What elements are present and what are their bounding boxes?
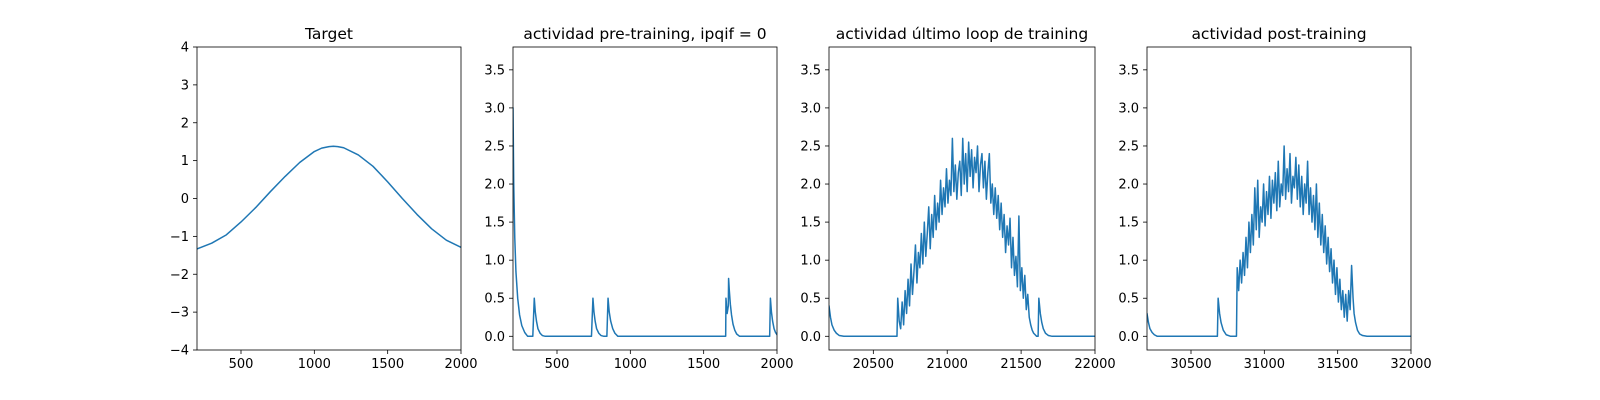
y-tick-label: 1	[181, 154, 189, 169]
x-tick-label: 31500	[1317, 357, 1358, 372]
y-tick-label: 0.0	[1118, 330, 1139, 345]
y-tick-label: 3	[181, 78, 189, 93]
y-tick-label: 1.0	[1118, 254, 1139, 269]
x-tick-label: 21000	[927, 357, 968, 372]
axes-frame	[828, 46, 1096, 351]
x-tick-label: 1000	[298, 357, 331, 372]
y-tick-label: 2.5	[800, 139, 821, 154]
x-tick-label: 2000	[760, 357, 793, 372]
series-line	[829, 137, 1095, 338]
axes-frame	[1146, 46, 1412, 351]
y-tick-label: 0.5	[1118, 292, 1139, 307]
y-tick-label: −2	[170, 268, 189, 283]
y-tick-label: 4	[181, 41, 189, 56]
axes-frame	[196, 46, 462, 351]
x-tick-label: 500	[229, 357, 254, 372]
y-tick-label: 0.5	[800, 292, 821, 307]
chart-panel-4: 30500 31000 31500 32000 0.0 0.5 1.0 1.5 2.0 2.5 3.…	[1118, 25, 1431, 372]
y-tick-label: 0.5	[484, 292, 505, 307]
y-tick-label: 2	[181, 116, 189, 131]
x-tick-label: 1500	[371, 357, 404, 372]
y-tick-label: 3.0	[484, 101, 505, 116]
series-line	[513, 107, 777, 338]
x-tick-label: 1500	[687, 357, 720, 372]
y-tick-label: 0.0	[484, 330, 505, 345]
x-tick-label: 2000	[444, 357, 477, 372]
y-tick-label: 1.5	[484, 216, 505, 231]
chart-panel-1: 500 1000 1500 2000 −4 −3 −2 −1 0 1 2 3 4 Target	[170, 25, 478, 372]
y-tick-label: 3.5	[800, 63, 821, 78]
y-tick-label: 2.5	[1118, 139, 1139, 154]
y-tick-label: 1.5	[1118, 216, 1139, 231]
chart-panel-2: 500 1000 1500 2000 0.0 0.5 1.0 1.5 2.0 2.5 3.0 3.5 a…	[484, 25, 793, 372]
x-tick-label: 21500	[1000, 357, 1041, 372]
y-tick-label: −4	[170, 344, 189, 359]
chart-title: actividad post-training	[1191, 25, 1366, 43]
y-tick-label: 3.5	[1118, 63, 1139, 78]
x-tick-label: 1000	[614, 357, 647, 372]
series-line	[1147, 145, 1411, 338]
y-tick-label: 0	[181, 192, 189, 207]
chart-panel-3: 20500 21000 21500 22000 0.0 0.5 1.0 1.5 2.0 2.5 3.…	[800, 25, 1115, 372]
y-tick-label: 2.0	[484, 178, 505, 193]
x-tick-label: 22000	[1074, 357, 1115, 372]
y-tick-label: 1.5	[800, 216, 821, 231]
axes-frame	[512, 46, 778, 351]
y-tick-label: 1.0	[484, 254, 505, 269]
y-tick-label: 3.0	[1118, 101, 1139, 116]
series-line	[197, 145, 461, 250]
chart-title: Target	[304, 25, 353, 43]
y-tick-label: 2.5	[484, 139, 505, 154]
x-tick-label: 500	[545, 357, 570, 372]
y-tick-label: 2.0	[800, 178, 821, 193]
y-tick-label: −3	[170, 306, 189, 321]
x-tick-label: 32000	[1390, 357, 1431, 372]
y-tick-label: −1	[170, 230, 189, 245]
y-tick-label: 2.0	[1118, 178, 1139, 193]
y-tick-label: 3.5	[484, 63, 505, 78]
y-tick-label: 1.0	[800, 254, 821, 269]
chart-title: actividad pre-training, ipqif = 0	[523, 25, 766, 43]
x-tick-label: 20500	[853, 357, 894, 372]
y-tick-label: 3.0	[800, 101, 821, 116]
x-tick-label: 31000	[1244, 357, 1285, 372]
chart-title: actividad último loop de training	[836, 25, 1088, 43]
x-tick-label: 30500	[1170, 357, 1211, 372]
y-tick-label: 0.0	[800, 330, 821, 345]
